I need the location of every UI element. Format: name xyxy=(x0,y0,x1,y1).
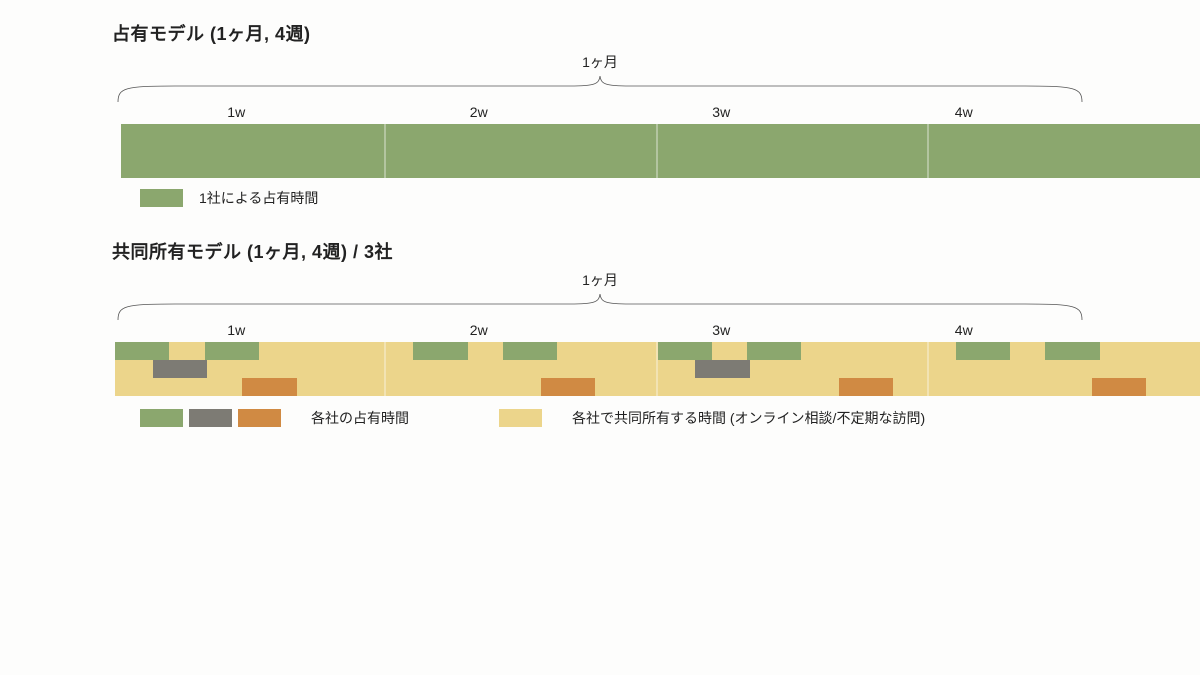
week-block xyxy=(115,342,386,396)
legend2-label1: 各社の占有時間 xyxy=(311,408,409,428)
week-label: 3w xyxy=(600,322,843,338)
bar-cell xyxy=(747,342,801,360)
bar-row xyxy=(929,360,1200,378)
week-label: 4w xyxy=(843,104,1086,120)
brace-top xyxy=(115,74,1085,104)
legend-swatch xyxy=(140,409,183,427)
bar-row xyxy=(386,342,657,360)
week-block xyxy=(658,124,929,178)
bar-row xyxy=(386,360,657,378)
bar-cell xyxy=(695,360,749,378)
legend-swatch xyxy=(238,409,281,427)
section-shared: 共同所有モデル (1ヶ月, 4週) / 3社 1ヶ月 1w 2w 3w 4w 各… xyxy=(0,238,1200,428)
shared-bar xyxy=(115,342,1200,396)
legend2-label2: 各社で共同所有する時間 (オンライン相談/不定期な訪問) xyxy=(572,408,925,428)
bar-cell xyxy=(1092,378,1146,396)
week-labels-2: 1w 2w 3w 4w xyxy=(115,322,1085,338)
week-block xyxy=(386,124,657,178)
week-block xyxy=(929,342,1200,396)
legend-2: 各社の占有時間 各社で共同所有する時間 (オンライン相談/不定期な訪問) xyxy=(140,408,1200,428)
bar-cell xyxy=(839,378,893,396)
bar-cell xyxy=(115,342,169,360)
bar-cell xyxy=(1045,342,1099,360)
bar-cell xyxy=(242,378,296,396)
bar-cell xyxy=(413,342,467,360)
section2-month-label: 1ヶ月 xyxy=(0,270,1200,290)
bar-row xyxy=(658,360,929,378)
week-block xyxy=(115,124,386,178)
bar-row xyxy=(115,360,386,378)
week-label: 1w xyxy=(115,104,358,120)
bar-row xyxy=(658,378,929,396)
bar-cell xyxy=(658,342,712,360)
exclusive-bar xyxy=(115,124,1200,178)
legend1-label: 1社による占有時間 xyxy=(199,188,318,208)
bar-cell xyxy=(956,342,1010,360)
section1-month-label: 1ヶ月 xyxy=(0,52,1200,72)
bar-row xyxy=(115,378,386,396)
bar-cell xyxy=(205,342,259,360)
week-block xyxy=(929,124,1200,178)
week-label: 2w xyxy=(358,104,601,120)
week-block xyxy=(386,342,657,396)
bar-row xyxy=(929,378,1200,396)
brace-bottom xyxy=(115,292,1085,322)
legend2-swatches xyxy=(140,409,287,427)
section2-title: 共同所有モデル (1ヶ月, 4週) / 3社 xyxy=(112,238,1200,264)
week-label: 2w xyxy=(358,322,601,338)
bar-row xyxy=(929,342,1200,360)
bar-row xyxy=(115,342,386,360)
bar-cell xyxy=(503,342,557,360)
week-labels-1: 1w 2w 3w 4w xyxy=(115,104,1085,120)
legend-swatch-green xyxy=(140,189,183,207)
bar-row xyxy=(658,342,929,360)
legend-swatch xyxy=(189,409,232,427)
week-label: 1w xyxy=(115,322,358,338)
week-label: 3w xyxy=(600,104,843,120)
legend-1: 1社による占有時間 xyxy=(140,188,1200,208)
section-exclusive: 占有モデル (1ヶ月, 4週) 1ヶ月 1w 2w 3w 4w 1社による占有時… xyxy=(0,20,1200,208)
bar-cell xyxy=(541,378,595,396)
bar-row xyxy=(386,378,657,396)
bar-cell xyxy=(153,360,207,378)
week-label: 4w xyxy=(843,322,1086,338)
legend-swatch-yellow xyxy=(499,409,542,427)
section1-title: 占有モデル (1ヶ月, 4週) xyxy=(112,20,1200,46)
week-block xyxy=(658,342,929,396)
